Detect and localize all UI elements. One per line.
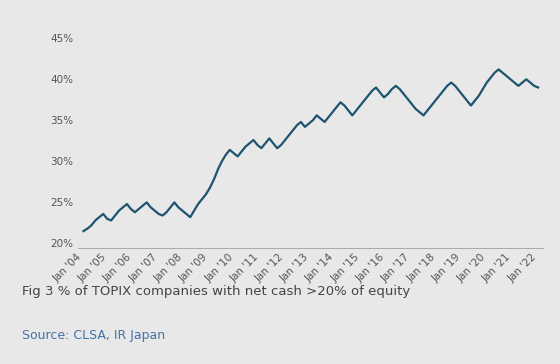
Text: Fig 3 % of TOPIX companies with net cash >20% of equity: Fig 3 % of TOPIX companies with net cash… — [22, 285, 410, 298]
Text: Source: CLSA, IR Japan: Source: CLSA, IR Japan — [22, 329, 166, 342]
